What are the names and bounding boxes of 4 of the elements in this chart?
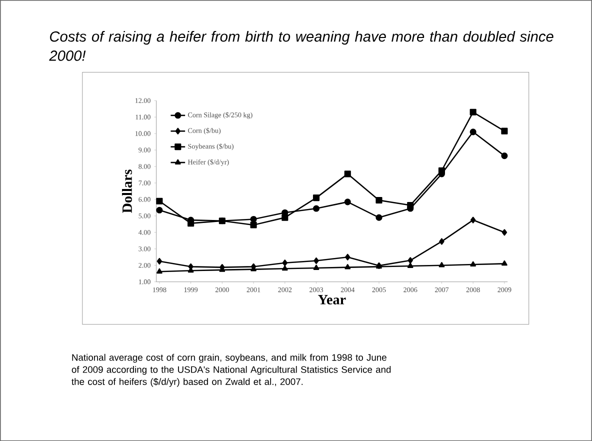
x-axis-title: Year [318, 294, 346, 304]
text: National average cost of corn grain, soybeans, and milk from 1998 to June of 2009 according to the USDA's National Agricultural Statistics Service and the cost of heifers ($/d/yr) based on Zwald et al., 2007. [72, 354, 391, 387]
chart-title: Costs of raising a heifer from birth to weaning have more than doubled since 2000! [49, 30, 554, 61]
y-axis-title: Dollars [122, 170, 132, 213]
